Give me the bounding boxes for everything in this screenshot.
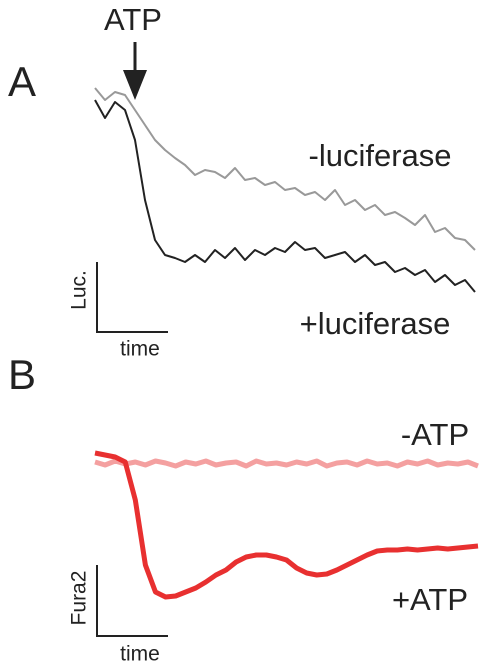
arrow-head xyxy=(123,70,147,100)
series-label: -luciferase xyxy=(309,138,452,173)
trace xyxy=(94,99,476,293)
trace xyxy=(94,87,476,251)
y-label: Fura2 xyxy=(68,571,91,626)
x-label: time xyxy=(120,643,160,666)
panel-label: A xyxy=(8,58,36,105)
x-label: time xyxy=(120,338,160,361)
annotation: ATP xyxy=(104,2,162,37)
y-label: Luc. xyxy=(68,270,91,310)
series-label: +ATP xyxy=(392,582,468,617)
series-label: +luciferase xyxy=(300,306,451,341)
trace xyxy=(94,450,479,600)
panel-label: B xyxy=(8,351,36,398)
trace xyxy=(94,458,479,469)
series-label: -ATP xyxy=(401,417,469,452)
